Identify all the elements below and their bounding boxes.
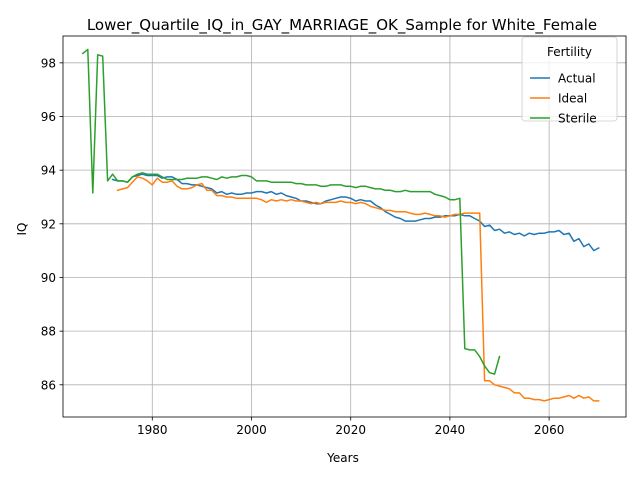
y-tick-label: 94 [41, 164, 56, 178]
plot-frame [62, 35, 627, 418]
series-lines [81, 48, 600, 402]
x-tick-label: 2040 [435, 423, 466, 437]
legend-label-actual: Actual [558, 72, 596, 86]
series-line-ideal [116, 176, 600, 402]
y-tick-label: 98 [41, 56, 56, 70]
x-axis-ticks: 1980 2000 2020 2040 2060 [137, 417, 564, 437]
legend-title: Fertility [547, 45, 592, 59]
x-tick-label: 2060 [534, 423, 565, 437]
y-tick-label: 86 [41, 378, 56, 392]
y-axis-label: IQ [15, 223, 29, 236]
legend-box [521, 36, 618, 122]
y-axis-ticks: 86 88 90 92 94 96 98 [41, 56, 63, 392]
series-line-actual [111, 173, 600, 252]
legend-entries: Actual Ideal Sterile [530, 72, 597, 126]
legend-label-ideal: Ideal [558, 92, 587, 106]
x-tick-label: 2020 [335, 423, 366, 437]
legend: Fertility Actual Ideal Sterile [521, 36, 618, 126]
x-axis-label: Years [326, 451, 359, 465]
x-tick-label: 2000 [236, 423, 267, 437]
y-tick-label: 96 [41, 110, 56, 124]
series-line-sterile [81, 48, 501, 375]
chart-title: Lower_Quartile_IQ_in_GAY_MARRIAGE_OK_Sam… [87, 16, 597, 35]
legend-label-sterile: Sterile [558, 112, 597, 126]
y-tick-label: 88 [41, 325, 56, 339]
y-tick-label: 92 [41, 217, 56, 231]
y-tick-label: 90 [41, 271, 56, 285]
x-tick-label: 1980 [137, 423, 168, 437]
